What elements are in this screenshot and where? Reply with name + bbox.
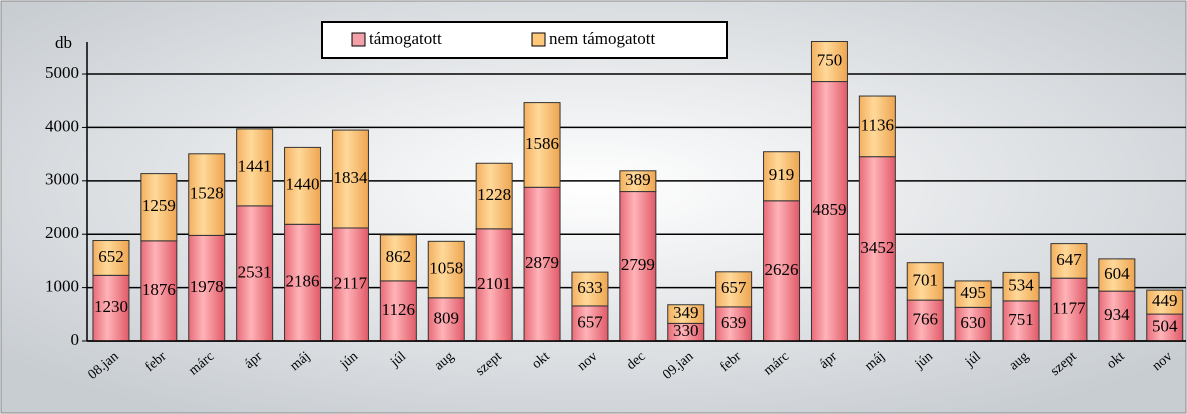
bar-segment bbox=[667, 304, 705, 324]
y-tick-label: 0 bbox=[71, 330, 80, 349]
y-tick-label: 1000 bbox=[45, 277, 79, 296]
data-label: 2626 bbox=[765, 260, 799, 279]
bar-segment bbox=[858, 95, 896, 158]
data-label: 2117 bbox=[334, 273, 368, 292]
data-label: 934 bbox=[1104, 305, 1130, 324]
y-tick-label: 5000 bbox=[45, 63, 79, 82]
data-label: 1126 bbox=[382, 300, 415, 319]
data-label: 504 bbox=[1152, 316, 1178, 335]
data-label: 647 bbox=[1056, 250, 1082, 269]
bar-segment bbox=[954, 280, 992, 308]
data-label: 862 bbox=[386, 247, 412, 266]
data-label: 449 bbox=[1152, 291, 1178, 310]
data-label: 1259 bbox=[142, 196, 176, 215]
bar-segment bbox=[619, 191, 657, 342]
data-label: 751 bbox=[1008, 310, 1034, 329]
bar-segment bbox=[92, 240, 130, 276]
y-tick-label: 3000 bbox=[45, 170, 79, 189]
legend-label: nem támogatott bbox=[549, 29, 656, 48]
data-label: 3452 bbox=[860, 238, 894, 257]
bar-segment bbox=[715, 271, 753, 308]
bar-segment bbox=[1002, 271, 1040, 302]
data-label: 652 bbox=[98, 247, 124, 266]
data-label: 1058 bbox=[429, 258, 463, 277]
data-label: 1834 bbox=[333, 168, 368, 187]
data-label: 657 bbox=[577, 312, 603, 331]
data-label: 1230 bbox=[94, 297, 128, 316]
bar-segment bbox=[1146, 289, 1184, 315]
data-label: 1177 bbox=[1052, 298, 1086, 317]
bar-segment bbox=[571, 271, 609, 307]
bar-segment bbox=[763, 151, 801, 202]
data-label: 1876 bbox=[142, 280, 176, 299]
data-label: 1228 bbox=[477, 185, 511, 204]
data-label: 1441 bbox=[238, 156, 272, 175]
data-label: 604 bbox=[1104, 264, 1130, 283]
bar-segment bbox=[906, 262, 944, 301]
data-label: 630 bbox=[960, 313, 986, 332]
data-label: 701 bbox=[913, 270, 939, 289]
data-label: 1586 bbox=[525, 134, 559, 153]
bar-segment bbox=[284, 223, 322, 342]
data-label: 2186 bbox=[286, 272, 320, 291]
bar-segment bbox=[475, 162, 513, 230]
data-label: 349 bbox=[673, 303, 699, 322]
bar-segment bbox=[619, 170, 657, 193]
legend-swatch bbox=[351, 32, 366, 47]
legend: támogatott nem támogatott bbox=[321, 21, 728, 59]
bar-segment bbox=[906, 299, 944, 342]
data-label: 633 bbox=[577, 278, 603, 297]
bar-segment bbox=[427, 297, 465, 342]
bar-segment bbox=[379, 234, 417, 282]
bar-segment bbox=[188, 153, 226, 236]
data-label: 1440 bbox=[286, 175, 320, 194]
bar-segment bbox=[1098, 290, 1136, 342]
data-label: 1136 bbox=[861, 115, 894, 134]
legend-swatch bbox=[531, 32, 546, 47]
bar-segment bbox=[715, 306, 753, 342]
data-label: 4859 bbox=[812, 200, 846, 219]
bar-segment bbox=[284, 146, 322, 225]
bar-segment bbox=[140, 173, 178, 242]
legend-box bbox=[321, 21, 728, 59]
data-label: 809 bbox=[434, 308, 460, 327]
bar-segment bbox=[1098, 258, 1136, 292]
bar-segment bbox=[427, 240, 465, 299]
bar-segment bbox=[523, 102, 561, 188]
bar-segment bbox=[331, 227, 369, 342]
data-label: 330 bbox=[673, 321, 699, 340]
data-label: 495 bbox=[960, 283, 986, 302]
data-label: 2531 bbox=[238, 262, 272, 281]
data-label: 919 bbox=[769, 165, 795, 184]
y-tick-label: 4000 bbox=[45, 116, 79, 135]
data-label: 2101 bbox=[477, 274, 511, 293]
y-axis-label: db bbox=[55, 33, 72, 52]
bar-segment bbox=[331, 129, 369, 229]
bar-segment bbox=[954, 306, 992, 342]
data-label: 657 bbox=[721, 278, 747, 297]
data-label: 766 bbox=[913, 309, 939, 328]
data-label: 2799 bbox=[621, 255, 655, 274]
data-label: 639 bbox=[721, 313, 747, 332]
bar-segment bbox=[236, 128, 274, 207]
bar-segment bbox=[1146, 313, 1184, 342]
bar-segment bbox=[1050, 277, 1088, 342]
data-label: 1528 bbox=[190, 184, 224, 203]
bar-segment bbox=[140, 240, 178, 342]
data-label: 750 bbox=[817, 50, 843, 69]
data-label: 2879 bbox=[525, 253, 559, 272]
bar-segment bbox=[1050, 243, 1088, 279]
data-label: 389 bbox=[625, 170, 651, 189]
data-label: 534 bbox=[1008, 276, 1034, 295]
data-label: 1978 bbox=[190, 277, 224, 296]
y-tick-label: 2000 bbox=[45, 223, 79, 242]
bar-segment bbox=[810, 41, 848, 83]
legend-label: támogatott bbox=[369, 29, 442, 48]
